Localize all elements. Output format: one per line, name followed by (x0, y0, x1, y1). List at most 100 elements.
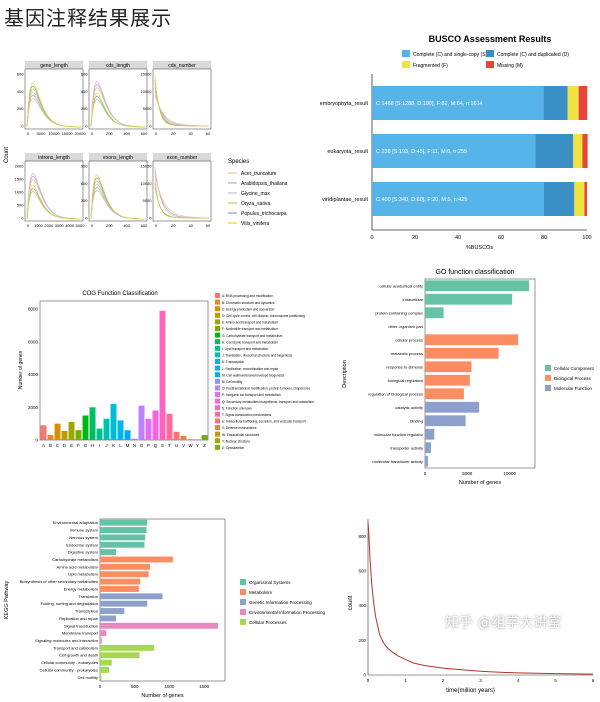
x-tick-label: 5000 (37, 131, 47, 136)
kegg-bar (100, 615, 116, 622)
legend-swatch (215, 385, 220, 391)
x-tick-label: N (133, 443, 136, 448)
legend-label: V: Defense mechanisms (222, 426, 257, 430)
chart-title: GO function classification (436, 269, 515, 276)
category-label: Digestive system (68, 550, 99, 555)
x-tick-label: 200 (106, 223, 113, 228)
legend-label: Missing (M) (497, 63, 523, 69)
legend-swatch (486, 61, 494, 68)
x-tick-label: 20 (412, 235, 418, 241)
x-tick-label: 20 (171, 131, 176, 136)
facet-panel (24, 160, 84, 222)
legend-swatch (215, 378, 220, 384)
legend-label: Arabidopsis_thaliana (241, 181, 288, 187)
y-tick-label: 1000 (15, 190, 25, 195)
category-label: Lipid metabolism (68, 572, 99, 577)
density-line (26, 82, 81, 128)
x-tick-label: J (105, 443, 107, 448)
cog-bar (138, 405, 145, 440)
legend-swatch (215, 339, 220, 345)
x-tick-label: U (175, 443, 178, 448)
cog-bar (117, 420, 124, 440)
y-tick-label: 400 (17, 89, 24, 94)
go-bar (425, 401, 480, 413)
x-tick-label: D (63, 443, 67, 448)
y-tick-label: 200 (81, 106, 88, 111)
category-label: Membrane transport (62, 631, 99, 636)
legend-swatch (215, 392, 220, 397)
y-tick-label: 0 (85, 216, 88, 221)
kegg-bar (100, 519, 148, 526)
busco-bar-segment (544, 182, 575, 216)
x-tick-label: 400 (123, 131, 130, 136)
category-label: eukaryota_result (327, 149, 368, 155)
category-label: Energy metabolism (64, 586, 99, 591)
go-bar (425, 388, 464, 400)
go-bar (425, 428, 435, 440)
x-tick-label: 40 (188, 223, 193, 228)
legend-label: T: Signal transduction mechanisms (222, 413, 272, 417)
x-tick-label: 1500 (199, 684, 210, 689)
y-tick-label: 1500 (15, 177, 25, 182)
category-label: biological regulation (388, 378, 423, 383)
x-tick-label: 40 (188, 131, 193, 136)
legend-swatch (215, 332, 220, 338)
category-label: Cell growth and death (59, 653, 98, 658)
x-tick-label: 6 (592, 678, 595, 683)
x-tick-label: 0 (155, 223, 158, 228)
x-tick-label: L (119, 443, 122, 448)
kegg-bar (100, 667, 110, 673)
legend-swatch (545, 375, 551, 381)
go-bar (425, 293, 513, 305)
kegg-bar (100, 593, 163, 600)
y-axis-label: Description (342, 360, 348, 388)
legend-label: H: Coenzyme transport and metabolism (222, 340, 279, 344)
legend-swatch (215, 299, 220, 305)
x-tick-label: 3000 (55, 223, 65, 228)
facet-title: exons_length (103, 155, 133, 161)
go-bar (425, 347, 499, 359)
x-tick-label: E (70, 443, 73, 448)
legend-swatch (215, 431, 220, 437)
x-tick-label: 400 (123, 223, 130, 228)
go-bar (425, 415, 466, 427)
decay-curve (367, 522, 594, 675)
legend-swatch (215, 411, 220, 417)
x-tick-label: 0 (155, 131, 158, 136)
chart-title: COG Function Classification (82, 291, 157, 297)
x-tick-label: 0 (27, 223, 30, 228)
kegg-bar (100, 578, 141, 585)
y-tick-label: 0 (85, 124, 88, 129)
legend-label: Z: Cytoskeleton (222, 446, 244, 450)
x-tick-label: 1000 (164, 684, 175, 689)
legend-swatch (215, 372, 220, 378)
category-label: Signal transduction (64, 623, 98, 628)
gene-duplication-time-chart: 0 1 2 3 4 5 6 0 200 400 600 800 time(million years) c… (348, 519, 595, 694)
x-tick-label: 60 (206, 131, 211, 136)
cog-bar (54, 423, 61, 440)
kegg-bar (100, 659, 112, 666)
legend-label: S: Function unknown (222, 406, 252, 410)
x-tick-label: T (168, 443, 171, 448)
category-label: Carbohydrate metabolism (52, 557, 98, 562)
kegg-bar (100, 608, 125, 614)
y-tick-label: 800 (358, 534, 366, 539)
category-label: embryophyta_result (320, 101, 369, 107)
legend-swatch (545, 365, 551, 371)
cog-bar (68, 422, 75, 440)
legend-label: M: Cell wall/membrane/envelope biogenesi… (222, 373, 285, 377)
category-label: viridiplantae_result (322, 197, 368, 203)
x-tick-label: 0 (91, 223, 94, 228)
legend-swatch (240, 579, 246, 585)
legend-label: F: Nucleotide transport and metabolism (222, 327, 278, 331)
legend-label: I: Lipid transport and metabolism (222, 347, 269, 351)
x-tick-label: 15000 (61, 131, 73, 136)
y-tick-label: 0 (149, 216, 152, 221)
x-tick-label: B (49, 443, 52, 448)
y-tick-label: 5000 (143, 106, 153, 111)
watermark: 知乎 @组学大讲堂 (445, 615, 562, 631)
kegg-chart: 0 500 1000 1500 Number of genes KEGG Pathway E… (4, 518, 326, 699)
x-axis-label: Number of genes (141, 693, 183, 699)
cog-bar (152, 410, 159, 440)
facet-strip (25, 61, 83, 69)
